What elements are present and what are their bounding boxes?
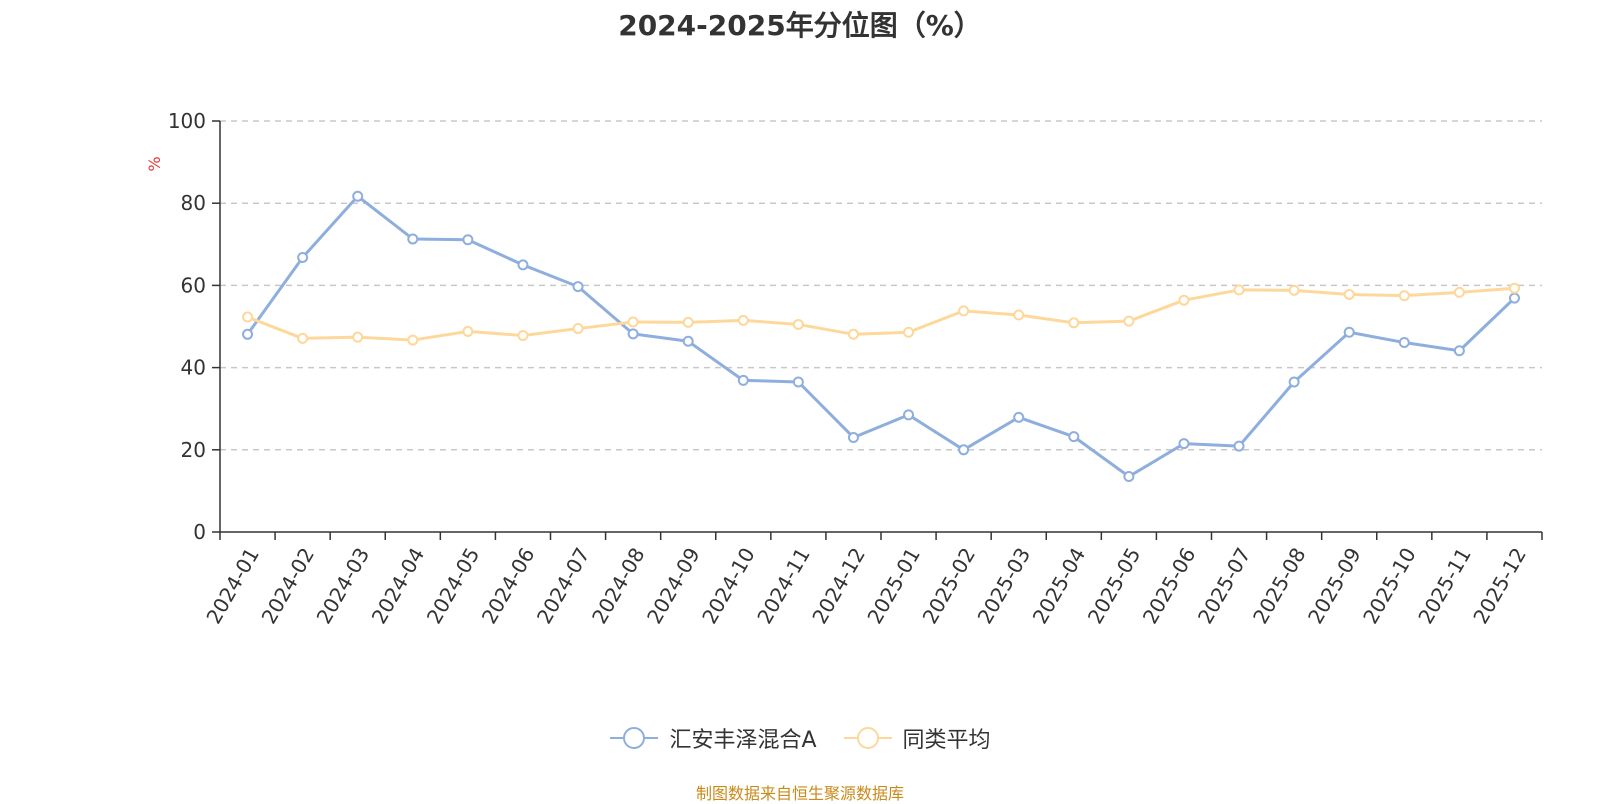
series-layer — [242, 190, 1520, 483]
data-point — [792, 318, 804, 330]
legend-line-circle-icon — [610, 727, 659, 749]
data-point — [407, 334, 419, 346]
series-line-2 — [246, 286, 1515, 342]
x-tick-label: 2025-05 — [1083, 544, 1146, 628]
data-point — [737, 314, 749, 326]
data-point — [1508, 282, 1520, 294]
x-tick-label: 2025-02 — [918, 544, 981, 628]
data-point — [242, 311, 254, 323]
data-point — [407, 233, 419, 245]
data-point — [572, 281, 584, 293]
data-point — [958, 444, 970, 456]
data-point — [1068, 317, 1080, 329]
x-tick-label: 2025-03 — [973, 543, 1036, 627]
data-point — [682, 335, 694, 347]
x-tick-label: 2024-07 — [532, 544, 595, 628]
x-tick-label: 2024-08 — [587, 544, 650, 628]
data-point — [352, 331, 364, 343]
x-tick-label: 2024-10 — [697, 544, 760, 628]
data-point — [682, 316, 694, 328]
x-tick-label: 2025-06 — [1138, 544, 1201, 628]
data-point — [1343, 326, 1355, 338]
data-source-note: 制图数据来自恒生聚源数据库 — [695, 784, 904, 803]
data-point — [1453, 345, 1465, 357]
x-tick-label: 2025-12 — [1468, 544, 1531, 628]
data-point — [517, 330, 529, 342]
x-tick-label: 2024-05 — [422, 544, 485, 628]
data-point — [792, 376, 804, 388]
x-tick-label: 2025-09 — [1303, 544, 1366, 628]
x-tick-label: 2024-03 — [312, 544, 375, 628]
y-tick-label: 80 — [181, 191, 206, 215]
data-point — [958, 305, 970, 317]
data-point — [627, 316, 639, 328]
y-tick-label: 100 — [168, 109, 206, 133]
x-tick-label: 2024-01 — [201, 544, 264, 628]
data-point — [572, 323, 584, 335]
chart-title: 2024-2025年分位图（%） — [618, 9, 982, 42]
x-tick-label: 2024-09 — [642, 544, 705, 628]
x-tick-label: 2025-07 — [1193, 544, 1256, 628]
legend-item-fund[interactable]: 汇安丰泽混合A — [609, 722, 817, 754]
legend-label-peer-average: 同类平均 — [902, 728, 991, 753]
data-point — [352, 190, 364, 202]
data-point — [903, 326, 915, 338]
series-line-1 — [246, 194, 1516, 479]
data-point — [1398, 337, 1410, 349]
data-point — [1508, 292, 1520, 304]
data-point — [517, 259, 529, 271]
x-tick-label: 2025-11 — [1413, 544, 1476, 628]
x-tick-label: 2024-12 — [807, 544, 870, 628]
legend-item-peer-average[interactable]: 同类平均 — [843, 722, 991, 754]
axes: 0 20 40 60 80 100 2024-012024-022024-032024-04… — [168, 109, 1543, 628]
x-tick-label: 2025-10 — [1358, 544, 1421, 628]
legend-line-circle-icon — [843, 727, 892, 749]
legend: 汇安丰泽混合A 同类平均 — [0, 722, 1600, 754]
data-point — [1398, 290, 1410, 302]
y-tick-label: 0 — [193, 520, 206, 544]
x-tick-label: 2024-11 — [752, 544, 815, 628]
y-tick-label: 60 — [181, 273, 206, 297]
data-point — [1123, 315, 1135, 327]
data-point — [462, 325, 474, 337]
data-point — [1013, 411, 1025, 423]
data-point — [462, 234, 474, 246]
data-point — [1233, 284, 1245, 296]
data-point — [1178, 294, 1190, 306]
x-tick-label: 2025-01 — [862, 544, 925, 628]
data-point — [627, 328, 639, 340]
data-point — [242, 328, 254, 340]
x-tick-label: 2025-08 — [1248, 544, 1311, 628]
x-tick-label: 2024-04 — [367, 544, 430, 628]
data-point — [1233, 440, 1245, 452]
data-point — [1453, 286, 1465, 298]
data-point — [297, 332, 309, 344]
data-point — [1288, 284, 1300, 296]
data-point — [903, 409, 915, 421]
y-tick-label: 40 — [181, 356, 206, 380]
legend-label-fund: 汇安丰泽混合A — [669, 728, 817, 753]
y-tick-label: 20 — [181, 438, 206, 462]
data-point — [1123, 471, 1135, 483]
data-point — [1178, 438, 1190, 450]
line-chart: 0 20 40 60 80 100 2024-012024-022024-032024-04… — [145, 109, 1543, 628]
data-point — [1068, 431, 1080, 443]
data-point — [297, 251, 309, 263]
x-tick-label: 2025-04 — [1028, 544, 1091, 628]
x-tick-label: 2024-06 — [477, 544, 540, 628]
grid-lines — [220, 120, 1542, 451]
data-point — [847, 431, 859, 443]
x-tick-label: 2024-02 — [257, 544, 320, 628]
data-point — [847, 328, 859, 340]
y-axis-unit-label: % — [145, 156, 164, 171]
data-point — [737, 374, 749, 386]
data-point — [1013, 309, 1025, 321]
data-point — [1288, 376, 1300, 388]
data-point — [1343, 288, 1355, 300]
